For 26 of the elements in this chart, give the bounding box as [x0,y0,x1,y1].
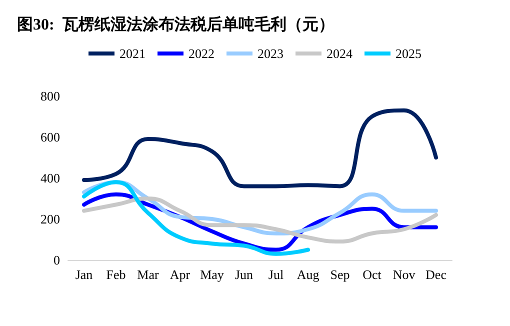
x-tick-label: Jul [268,267,284,282]
legend-label: 2022 [188,46,214,61]
y-tick-label: 800 [40,88,60,104]
x-tick-label: Jan [75,267,94,282]
x-tick-label: Apr [170,267,191,282]
y-tick-label: 200 [40,212,60,226]
y-tick-label: 0 [54,252,60,268]
legend-label: 2021 [120,46,146,61]
legend-label: 2025 [396,46,422,61]
x-tick-label: Jun [234,267,254,282]
x-tick-label: May [200,267,224,282]
x-tick-label: Feb [106,267,126,282]
y-tick-label: 600 [40,130,60,144]
chart-title: 图30: 瓦楞纸湿法涂布法税后单吨毛利（元） [17,16,334,34]
legend-label: 2023 [258,46,284,61]
x-tick-label: Mar [137,267,160,282]
legend-label: 2024 [326,46,353,61]
line-series [82,180,310,256]
x-tick-label: Sep [330,267,350,282]
x-tick-label: Dec [426,267,447,282]
y-tick-label: 400 [40,170,60,186]
x-tick-label: Aug [296,267,320,282]
line-series [82,108,438,188]
x-tick-label: Nov [392,267,416,282]
line-series [82,196,438,244]
x-tick-label: Oct [362,267,382,282]
